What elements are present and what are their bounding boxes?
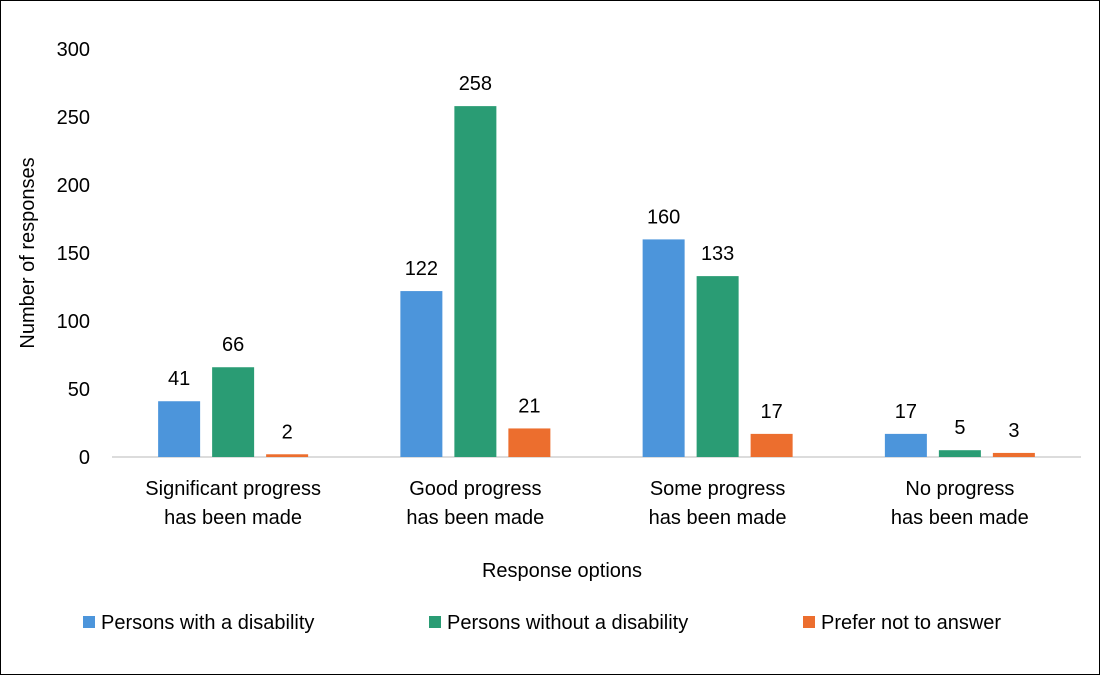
x-tick-label: No progress	[905, 478, 1014, 500]
y-tick-label: 0	[79, 447, 90, 469]
bar	[696, 276, 739, 457]
legend-label: Prefer not to answer	[821, 612, 1001, 634]
x-tick-label: Significant progress	[145, 478, 321, 500]
legend-label: Persons without a disability	[447, 612, 688, 634]
x-tick-label: Some progress	[650, 478, 786, 500]
data-label: 3	[1008, 420, 1019, 442]
x-tick-label: has been made	[649, 507, 787, 529]
data-label: 122	[405, 258, 438, 280]
legend-swatch	[83, 616, 95, 628]
data-label: 258	[459, 73, 492, 95]
legend-swatch	[803, 616, 815, 628]
y-tick-label: 100	[57, 311, 90, 333]
bar	[508, 428, 551, 457]
x-tick-label: has been made	[891, 507, 1029, 529]
bar	[642, 239, 685, 457]
data-label: 21	[518, 395, 540, 417]
y-tick-label: 300	[57, 39, 90, 61]
x-axis-title: Response options	[482, 560, 642, 582]
legend-swatch	[429, 616, 441, 628]
x-tick-label: has been made	[406, 507, 544, 529]
y-tick-label: 50	[68, 379, 90, 401]
y-tick-label: 250	[57, 107, 90, 129]
data-label: 41	[168, 368, 190, 390]
legend-label: Persons with a disability	[101, 612, 314, 634]
data-label: 133	[701, 243, 734, 265]
bar	[400, 291, 443, 457]
bar	[212, 367, 255, 457]
bar	[454, 106, 497, 458]
bar	[750, 433, 793, 457]
bar	[884, 433, 927, 457]
bar	[266, 454, 309, 457]
x-tick-label: has been made	[164, 507, 302, 529]
data-label: 160	[647, 206, 680, 228]
data-label: 2	[282, 421, 293, 443]
data-label: 17	[761, 401, 783, 423]
y-axis-title: Number of responses	[17, 157, 39, 348]
bar	[158, 401, 201, 457]
x-tick-label: Good progress	[409, 478, 541, 500]
bar	[992, 452, 1035, 457]
bar	[938, 450, 981, 457]
data-label: 66	[222, 334, 244, 356]
y-tick-label: 150	[57, 243, 90, 265]
data-label: 17	[895, 401, 917, 423]
data-label: 5	[954, 417, 965, 439]
y-tick-label: 200	[57, 175, 90, 197]
